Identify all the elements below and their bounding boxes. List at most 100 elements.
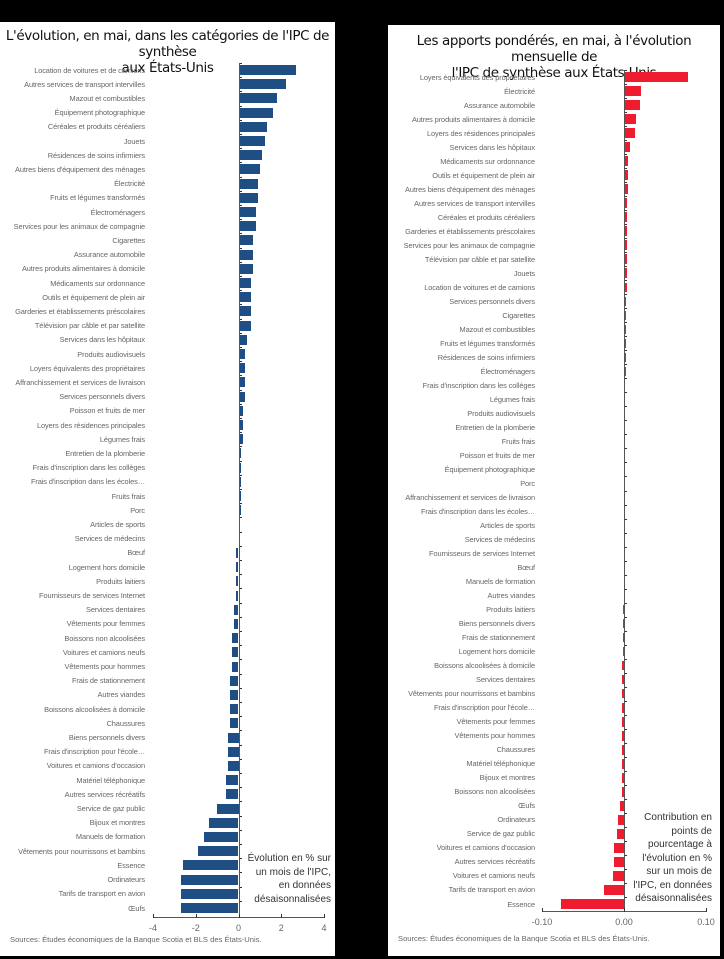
category-label: Autres services récréatifs xyxy=(64,789,145,799)
right-source: Sources: Études économiques de la Banque… xyxy=(398,934,650,943)
bar xyxy=(180,874,239,885)
category-label: Autres services récréatifs xyxy=(454,857,535,867)
category-label: Frais d'inscription pour l'école… xyxy=(44,747,145,757)
tick-mark xyxy=(624,770,627,772)
tick-mark xyxy=(238,304,242,306)
bar xyxy=(234,604,239,615)
note-line: pourcentage à xyxy=(648,839,712,850)
tick-mark xyxy=(624,126,627,128)
x-tick xyxy=(195,914,197,918)
note-line: un mois de l'IPC, xyxy=(255,866,331,878)
category-label: Autres biens d'équipement des ménages xyxy=(404,184,535,194)
bar xyxy=(624,212,628,222)
bar xyxy=(614,857,624,867)
category-label: Boissons alcoolisées à domicile xyxy=(44,704,145,714)
bar xyxy=(624,268,628,278)
tick-mark xyxy=(624,322,627,324)
x-tick xyxy=(324,914,325,918)
tick-mark xyxy=(238,787,242,789)
note-line: Évolution en % sur xyxy=(247,853,331,864)
x-tick xyxy=(281,914,283,918)
category-label: Fournisseurs de services Internet xyxy=(429,549,535,559)
tick-mark xyxy=(624,798,627,800)
category-label: Vêtements pour nourrissons et bambins xyxy=(408,689,535,699)
category-label: Télévision par câble et par satellite xyxy=(424,254,535,264)
x-tick-label: -2 xyxy=(191,923,200,933)
tick-mark xyxy=(624,812,627,814)
category-label: Autres viandes xyxy=(487,591,536,601)
note-line: l'évolution en % xyxy=(642,852,712,864)
bar xyxy=(225,775,239,786)
tick-mark xyxy=(624,280,627,282)
category-label: Outils et équipement de plein air xyxy=(432,170,535,180)
right-chart-panel: Les apports pondérés, en mai, à l'évolut… xyxy=(388,25,720,956)
category-label: Vêtements pour femmes xyxy=(66,619,146,629)
tick-mark xyxy=(624,294,627,296)
category-label: Entretien de la plomberie xyxy=(65,448,145,458)
category-label: Services dans les hôpitaux xyxy=(59,335,145,345)
category-label: Autres services de transport intervilles xyxy=(414,198,535,208)
tick-mark xyxy=(238,432,242,434)
category-label: Télévision par câble et par satellite xyxy=(34,321,145,331)
bar xyxy=(182,860,239,871)
tick-mark xyxy=(624,686,627,688)
tick-mark xyxy=(238,503,242,505)
bar xyxy=(238,391,245,402)
tick-mark xyxy=(624,490,627,492)
category-label: Électroménagers xyxy=(90,207,145,217)
tick-mark xyxy=(238,233,242,235)
category-label: Manuels de formation xyxy=(465,577,535,587)
category-label: Garderies et établissements préscolaires xyxy=(405,226,535,236)
bar xyxy=(234,618,239,629)
category-label: Boissons alcoolisées à domicile xyxy=(434,661,535,671)
category-label: Bœuf xyxy=(517,563,535,573)
bar xyxy=(232,633,239,644)
tick-mark xyxy=(624,644,627,646)
x-tick xyxy=(542,908,543,912)
tick-mark xyxy=(238,119,242,121)
left-axis-note: Évolution en % sur un mois de l'IPC, en do… xyxy=(248,852,331,906)
tick-mark xyxy=(624,672,627,674)
left-source: Sources: Études économiques de la Banque… xyxy=(10,935,262,944)
bar xyxy=(217,803,239,814)
category-label: Voitures et camions neufs xyxy=(452,871,535,881)
category-label: Autres biens d'équipement des ménages xyxy=(14,164,145,174)
tick-mark xyxy=(624,714,627,716)
tick-mark xyxy=(624,602,627,604)
bar xyxy=(619,801,624,811)
bar xyxy=(624,142,630,152)
bar xyxy=(238,292,252,303)
tick-mark xyxy=(238,417,242,419)
bar xyxy=(238,420,243,431)
bar xyxy=(622,759,624,769)
right-title-line2: l'IPC de synthèse aux États-Unis xyxy=(451,65,657,81)
tick-mark xyxy=(238,588,242,590)
bar xyxy=(614,843,624,853)
category-label: Électricité xyxy=(114,179,145,189)
tick-mark xyxy=(624,462,627,464)
bar xyxy=(624,72,688,82)
tick-mark xyxy=(238,531,242,533)
bar xyxy=(238,121,268,132)
category-label: Boissons non alcoolisées xyxy=(454,787,535,797)
bar xyxy=(624,296,627,307)
category-label: Chaussures xyxy=(496,745,536,755)
x-tick xyxy=(238,914,240,918)
bar xyxy=(180,888,239,899)
tick-mark xyxy=(238,687,242,689)
category-label: Produits audiovisuels xyxy=(467,408,535,418)
category-label: Autres services de transport intervilles xyxy=(24,79,145,89)
tick-mark xyxy=(238,744,242,746)
category-label: Service de gaz public xyxy=(76,804,145,814)
tick-mark xyxy=(624,574,627,576)
bar xyxy=(238,235,254,246)
bar xyxy=(623,618,624,629)
bar xyxy=(238,207,256,218)
x-tick-label: 4 xyxy=(321,923,327,933)
tick-mark xyxy=(238,332,242,334)
tick-mark xyxy=(624,784,627,786)
category-label: Loyers des résidences principales xyxy=(36,420,145,430)
bar xyxy=(238,79,286,90)
category-label: Biens personnels divers xyxy=(68,733,145,743)
category-label: Vêtements pour femmes xyxy=(456,717,536,727)
